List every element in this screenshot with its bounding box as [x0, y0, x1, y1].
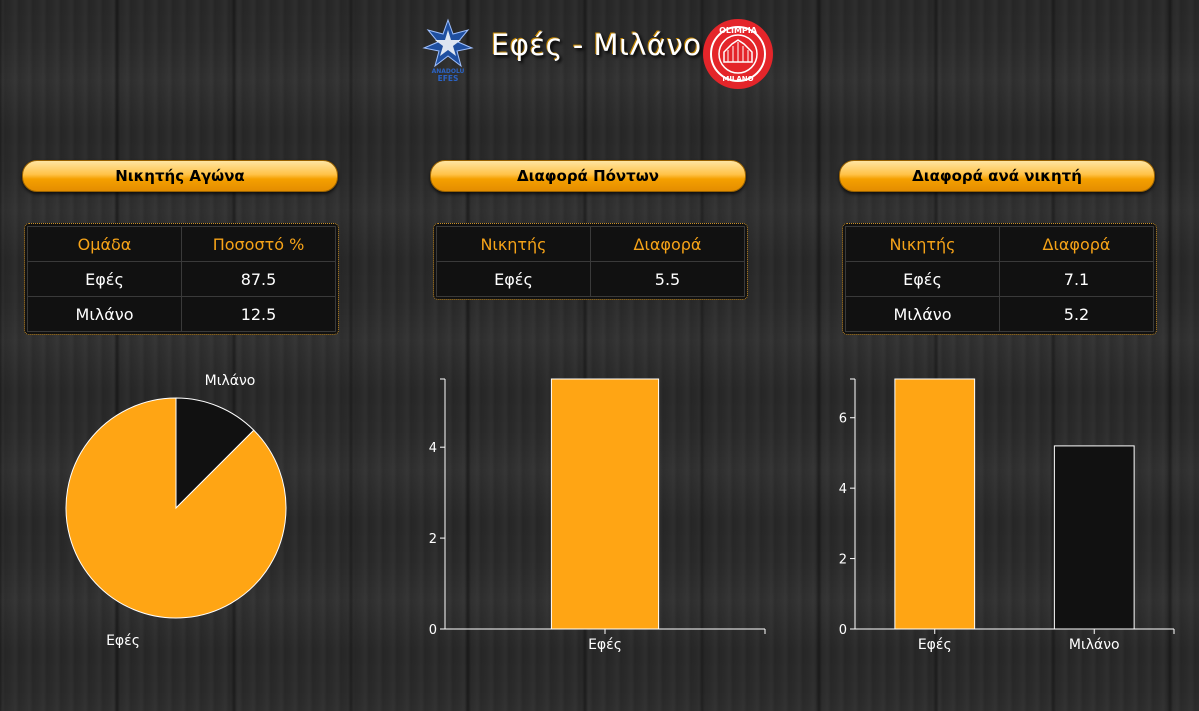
efes-logo-text-2: EFES: [438, 74, 459, 83]
pie-slice: [65, 397, 287, 619]
column-header: Ποσοστό %: [181, 226, 336, 262]
table-difference-per-winner: Νικητής Διαφορά Εφές 7.1 Μιλάνο 5.2: [842, 223, 1157, 335]
pie-chart-match-winner: Μιλάνο Εφές: [65, 373, 287, 649]
milano-logo-text-2: MILANO: [722, 75, 753, 83]
y-tick-label: 2: [839, 553, 847, 568]
milano-logo-text-1: OLIMPIA: [719, 26, 758, 35]
table-cell: Μιλάνο: [845, 296, 1000, 332]
y-tick-label: 0: [839, 623, 847, 638]
table-cell: Μιλάνο: [27, 296, 182, 332]
x-tick-label: Εφές: [588, 637, 622, 653]
bar: [1053, 445, 1135, 630]
page-title: Εφές - Μιλάνο: [491, 28, 702, 62]
panel-title-difference-per-winner: Διαφορά ανά νικητή: [839, 160, 1155, 192]
y-tick-label: 6: [839, 412, 847, 427]
efes-logo-text-1: ANADOLU: [432, 68, 465, 75]
table-cell: 12.5: [181, 296, 336, 332]
anadolu-efes-logo: ANADOLU EFES: [422, 18, 474, 83]
table-cell: 7.1: [999, 261, 1154, 297]
y-tick-label: 0: [429, 623, 437, 638]
table-match-winner: Ομάδα Ποσοστό % Εφές 87.5 Μιλάνο 12.5: [24, 223, 339, 335]
bar-chart-points-difference: 0 2 4 Εφές: [429, 378, 766, 653]
column-header: Νικητής: [436, 226, 591, 262]
table-cell: Εφές: [845, 261, 1000, 297]
table-cell: 87.5: [181, 261, 336, 297]
table-row: Εφές 7.1: [845, 261, 1154, 297]
table-cell: 5.2: [999, 296, 1154, 332]
x-tick-label: Μιλάνο: [1069, 637, 1120, 653]
pie-slice: [175, 397, 255, 510]
y-tick-label: 4: [429, 441, 437, 456]
panel-title-points-difference: Διαφορά Πόντων: [430, 160, 746, 192]
table-row: Εφές 5.5: [436, 261, 745, 297]
header: ANADOLU EFES Εφές - Μιλάνο OLIMPIA MILAN…: [0, 0, 1199, 100]
table-row: Εφές 87.5: [27, 261, 336, 297]
table-header-row: Ομάδα Ποσοστό %: [27, 226, 336, 262]
table-header-row: Νικητής Διαφορά: [436, 226, 745, 262]
column-header: Διαφορά: [590, 226, 745, 262]
table-row: Μιλάνο 5.2: [845, 296, 1154, 332]
bar: [550, 378, 660, 630]
table-cell: 5.5: [590, 261, 745, 297]
column-header: Νικητής: [845, 226, 1000, 262]
table-cell: Εφές: [436, 261, 591, 297]
table-header-row: Νικητής Διαφορά: [845, 226, 1154, 262]
table-cell: Εφές: [27, 261, 182, 297]
y-tick-label: 2: [429, 532, 437, 547]
x-tick-label: Εφές: [918, 637, 952, 653]
column-header: Ομάδα: [27, 226, 182, 262]
panel-title-match-winner: Νικητής Αγώνα: [22, 160, 338, 192]
column-header: Διαφορά: [999, 226, 1154, 262]
pie-label: Μιλάνο: [205, 373, 256, 389]
olimpia-milano-logo: OLIMPIA MILANO: [703, 19, 773, 89]
bar: [894, 378, 976, 630]
y-tick-label: 4: [839, 482, 847, 497]
table-points-difference: Νικητής Διαφορά Εφές 5.5: [433, 223, 748, 300]
pie-label: Εφές: [106, 633, 140, 649]
table-row: Μιλάνο 12.5: [27, 296, 336, 332]
bar-chart-difference-per-winner: 0 2 4 6 Εφές Μιλάνο: [839, 378, 1175, 653]
